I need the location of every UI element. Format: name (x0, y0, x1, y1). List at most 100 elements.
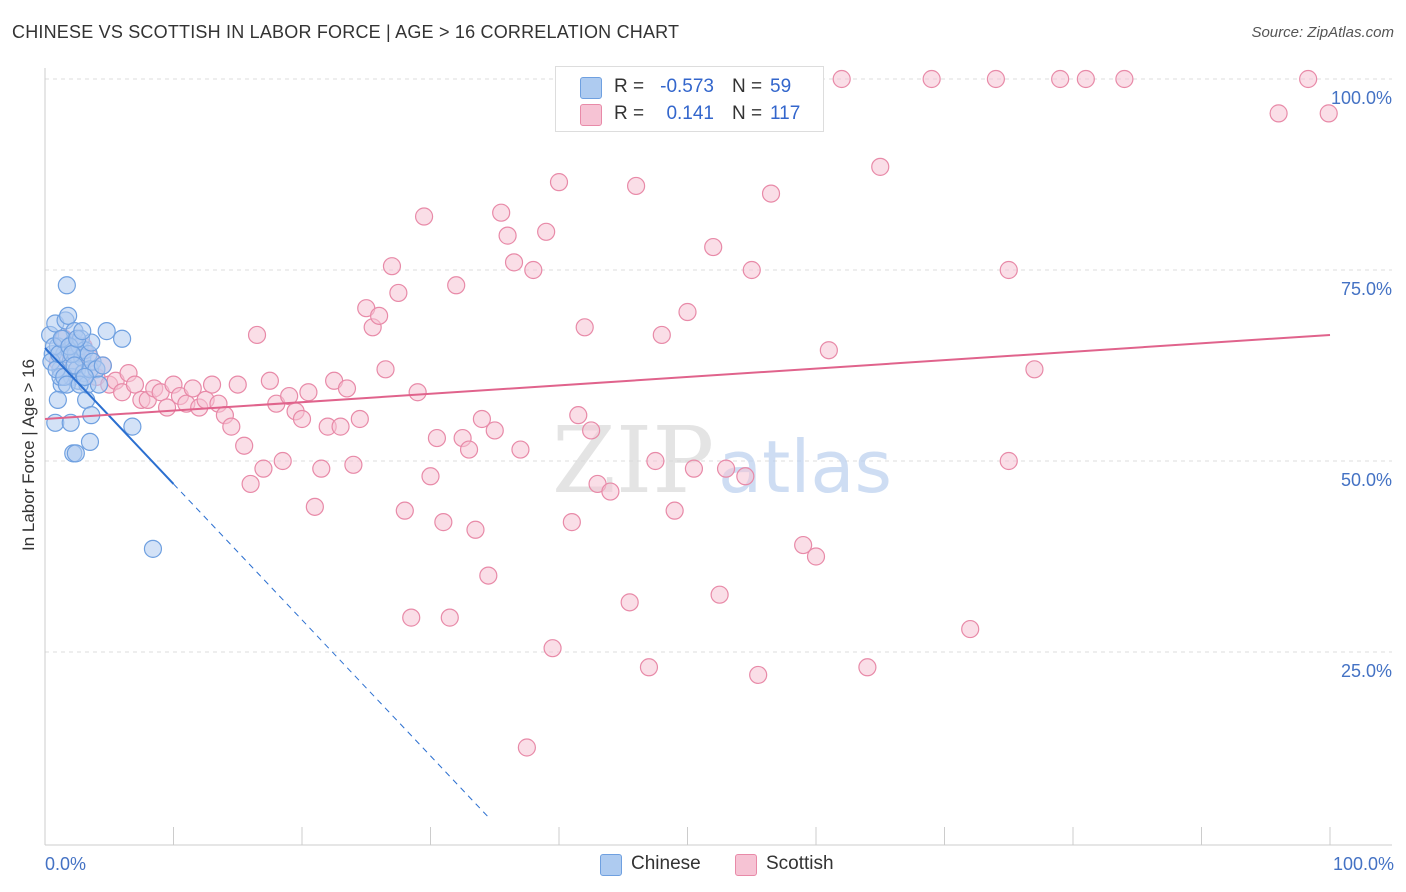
scottish-point (704, 237, 723, 257)
scottish-point (241, 474, 260, 494)
scottish-point (961, 619, 980, 639)
chinese-point (66, 444, 85, 463)
scottish-point (305, 497, 324, 516)
scottish-point (440, 608, 459, 627)
scottish-point (472, 409, 491, 429)
scottish-point (498, 226, 517, 245)
scottish-point (639, 658, 659, 677)
scottish-point (832, 69, 851, 89)
scottish-point (485, 421, 504, 440)
scottish-point (421, 467, 440, 486)
chinese-point (123, 417, 142, 436)
y-axis-label: In Labor Force | Age > 16 (19, 359, 38, 551)
chinese-trend-extension (173, 483, 489, 818)
scottish-point (1076, 69, 1095, 89)
chinese-point (65, 356, 84, 375)
scottish-points (48, 69, 1338, 757)
trend-lines (44, 333, 1331, 818)
scottish-point (292, 409, 312, 429)
scottish-point (575, 318, 594, 337)
scottish-trend-line (44, 333, 1331, 420)
y-tick-label: 50.0% (1341, 470, 1392, 490)
chinese-point (89, 375, 109, 394)
scottish-point (312, 459, 331, 478)
legend-label-chinese: Chinese (631, 853, 701, 874)
scottish-point (716, 459, 736, 478)
scottish-point (370, 306, 389, 325)
axes (44, 68, 1392, 846)
scottish-point (858, 658, 877, 677)
chinese-point (46, 413, 65, 432)
scottish-point (1115, 69, 1134, 89)
scottish-point (819, 341, 838, 360)
scottish-point (447, 276, 466, 295)
scottish-point (1051, 69, 1070, 89)
x-tick-label-max: 100.0% (1333, 854, 1394, 874)
chinese-point (112, 329, 132, 348)
scottish-point (665, 501, 684, 520)
scottish-point (761, 184, 781, 203)
scottish-point (569, 406, 588, 425)
scottish-point (986, 69, 1006, 89)
chinese-point (73, 322, 92, 341)
scottish-point (466, 520, 485, 539)
scottish-point (524, 260, 543, 280)
scottish-point (235, 436, 254, 455)
scottish-point (710, 585, 729, 604)
scottish-point (684, 459, 704, 478)
watermark: ZIP atlas (552, 407, 892, 514)
scottish-point (999, 260, 1018, 280)
chinese-point (75, 367, 94, 387)
scottish-point (871, 157, 890, 176)
legend-label-scottish: Scottish (766, 853, 834, 874)
scottish-point (459, 440, 479, 459)
chinese-point (97, 322, 116, 341)
stats-legend: R = -0.573 N = 59 R = 0.141 N = 117 (555, 66, 824, 132)
legend-r-label: R = (614, 103, 645, 124)
y-tick-label: 100.0% (1331, 88, 1392, 108)
scottish-point (479, 566, 498, 585)
scottish-point (337, 379, 357, 398)
source-label: Source: ZipAtlas.com (1251, 24, 1394, 41)
legend-n-value: 117 (770, 103, 801, 124)
scottish-point (652, 325, 671, 345)
scottish-point (280, 386, 299, 406)
chinese-point (143, 539, 163, 558)
scottish-point (228, 375, 247, 394)
chinese-trend-line (44, 347, 175, 485)
scottish-swatch (735, 854, 757, 876)
legend-row-chinese: R = -0.573 N = 59 (556, 73, 823, 101)
scottish-point (202, 375, 222, 394)
legend-row-scottish: R = 0.141 N = 117 (556, 100, 823, 128)
scottish-point (254, 459, 273, 478)
scottish-point (183, 379, 202, 398)
scottish-point (395, 501, 414, 520)
chinese-point (48, 390, 67, 409)
legend-r-value: -0.573 (660, 76, 714, 97)
scottish-point (582, 421, 601, 440)
scottish-point (601, 482, 620, 501)
scottish-point (492, 203, 511, 222)
scottish-point (1319, 104, 1338, 123)
chinese-point (93, 356, 112, 375)
chart-title: CHINESE VS SCOTTISH IN LABOR FORCE | AGE… (12, 22, 680, 42)
scottish-point (1269, 104, 1288, 123)
scottish-point (678, 302, 697, 322)
scottish-point (504, 253, 524, 272)
legend-n-label: N = (732, 76, 763, 97)
chinese-point (80, 432, 100, 451)
scottish-point (794, 535, 813, 555)
scottish-point (549, 173, 569, 192)
y-tick-label: 75.0% (1341, 279, 1392, 299)
chinese-swatch (580, 77, 602, 99)
scottish-point (646, 451, 665, 471)
scottish-point (562, 513, 581, 532)
legend-r-value: 0.141 (666, 103, 714, 124)
scottish-point (922, 69, 941, 89)
scottish-point (511, 440, 530, 459)
scottish-point (273, 451, 292, 471)
chinese-swatch (600, 854, 622, 876)
scottish-point (543, 639, 562, 658)
scottish-point (749, 665, 768, 685)
scottish-point (331, 417, 350, 436)
